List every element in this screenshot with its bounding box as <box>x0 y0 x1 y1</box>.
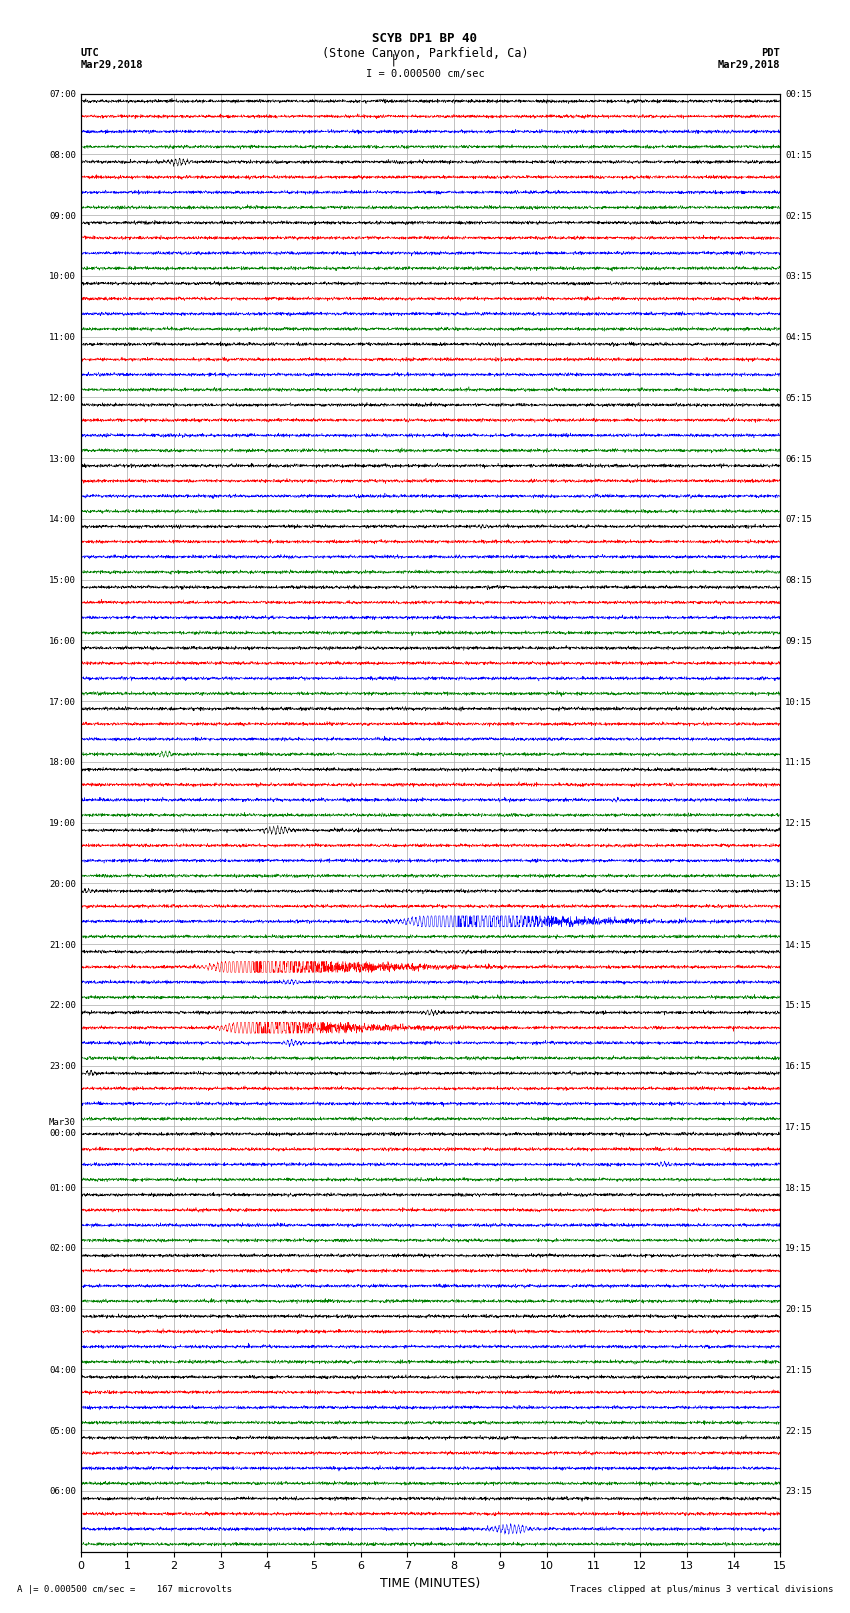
Text: Traces clipped at plus/minus 3 vertical divisions: Traces clipped at plus/minus 3 vertical … <box>570 1584 833 1594</box>
Text: (Stone Canyon, Parkfield, Ca): (Stone Canyon, Parkfield, Ca) <box>321 47 529 60</box>
Text: Mar29,2018: Mar29,2018 <box>81 60 144 69</box>
Text: |: | <box>390 53 397 66</box>
Text: UTC: UTC <box>81 48 99 58</box>
Text: I = 0.000500 cm/sec: I = 0.000500 cm/sec <box>366 69 484 79</box>
Text: Mar29,2018: Mar29,2018 <box>717 60 780 69</box>
X-axis label: TIME (MINUTES): TIME (MINUTES) <box>381 1578 480 1590</box>
Text: PDT: PDT <box>762 48 780 58</box>
Text: A |= 0.000500 cm/sec =    167 microvolts: A |= 0.000500 cm/sec = 167 microvolts <box>17 1584 232 1594</box>
Text: SCYB DP1 BP 40: SCYB DP1 BP 40 <box>372 32 478 45</box>
